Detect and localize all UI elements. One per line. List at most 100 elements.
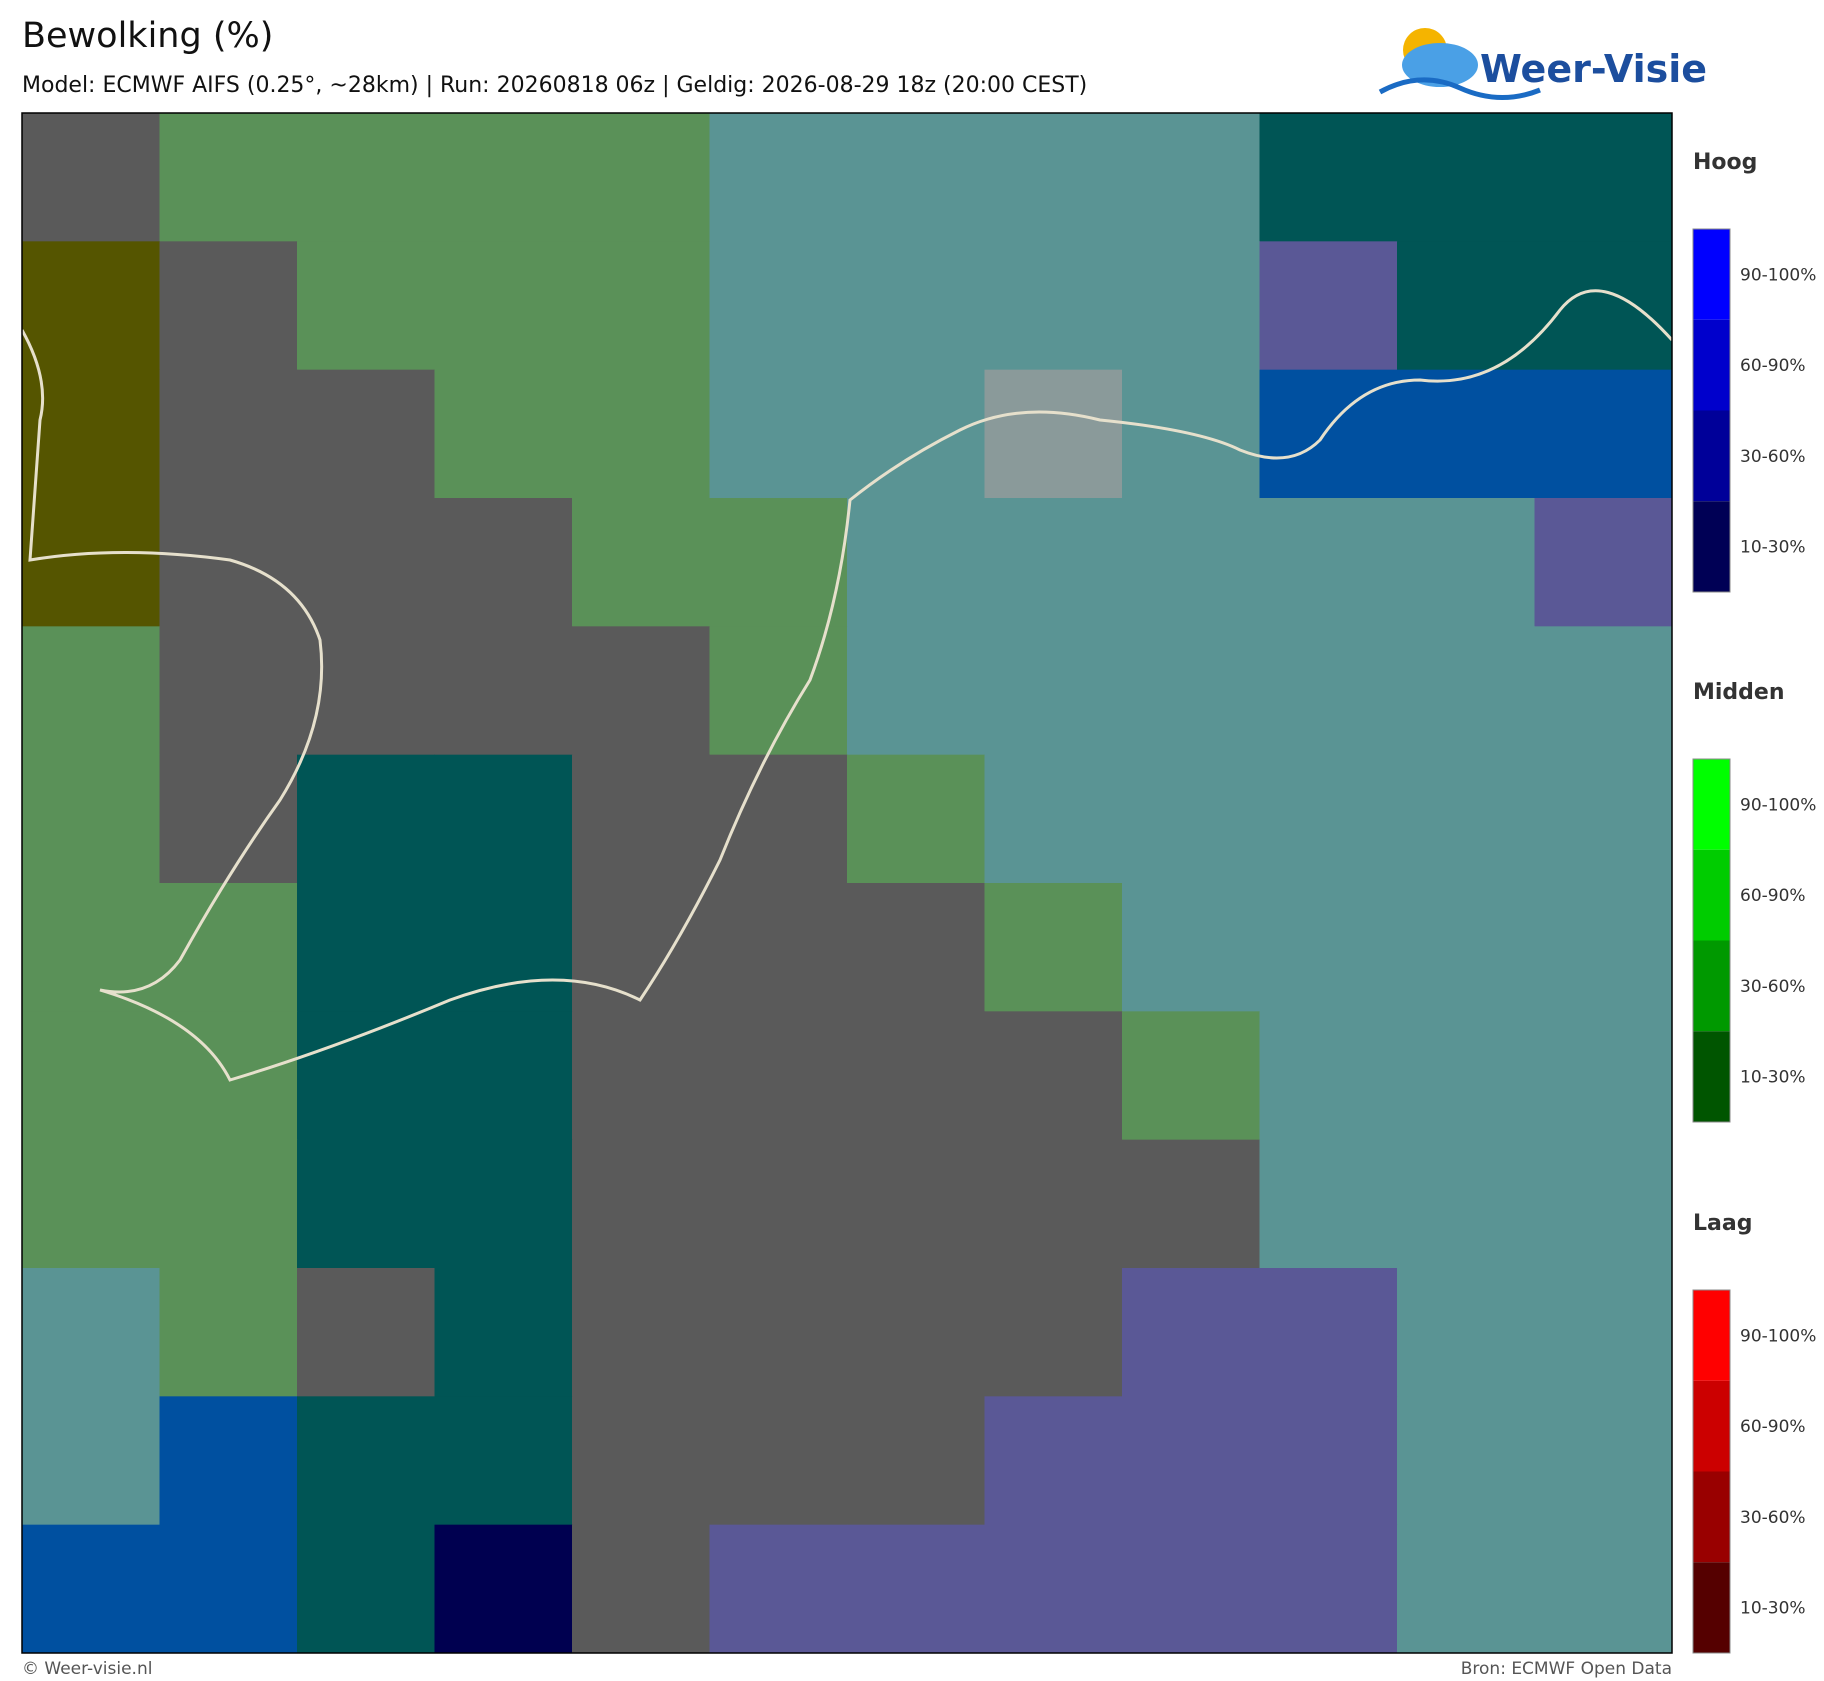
cloud-cell xyxy=(297,241,435,371)
cloud-cell xyxy=(159,754,298,884)
cloud-cell xyxy=(1534,626,1673,756)
cloud-cell xyxy=(572,883,710,1012)
logo-text: Weer-Visie xyxy=(1480,47,1707,91)
cloud-cell xyxy=(1259,1524,1398,1654)
cloud-cell xyxy=(984,626,1123,756)
cloud-cell xyxy=(984,1524,1123,1654)
cloud-cell xyxy=(297,1524,435,1654)
cloud-cell xyxy=(434,241,573,371)
cloud-cell xyxy=(159,369,298,499)
cloud-cell xyxy=(159,498,298,627)
cloud-cell xyxy=(297,1268,435,1397)
legend-swatch xyxy=(1693,229,1730,320)
cloud-cell xyxy=(22,1524,160,1654)
cloud-cell xyxy=(1397,1011,1535,1141)
cloud-cell xyxy=(1122,1139,1260,1269)
cloud-cell xyxy=(1122,1268,1260,1397)
cloud-cell xyxy=(159,1268,298,1397)
legend-title: Laag xyxy=(1693,1211,1752,1236)
cloud-cell xyxy=(847,369,985,499)
cloud-cell xyxy=(572,1396,710,1526)
cloud-cell xyxy=(159,626,298,756)
cloud-cell xyxy=(1122,1011,1260,1141)
cloud-cell xyxy=(572,113,710,242)
cloud-cell xyxy=(984,1396,1123,1526)
cloud-cell xyxy=(434,1011,573,1141)
cloud-cell xyxy=(1534,1396,1673,1526)
cloud-cell xyxy=(434,498,573,627)
cloud-cell xyxy=(434,1396,573,1526)
legends: Hoog 90-100% 60-90% 30-60% 10-30% Midden 90-10… xyxy=(1692,150,1816,1654)
cloud-cell xyxy=(1534,498,1673,627)
cloud-cell xyxy=(22,1011,160,1141)
legend-swatch xyxy=(1693,1380,1730,1472)
cloud-cell xyxy=(22,241,160,371)
legend-swatch xyxy=(1693,1031,1730,1122)
logo: Weer-Visie xyxy=(1378,28,1707,100)
legend-label: 60-90% xyxy=(1740,1417,1806,1437)
cloud-cell xyxy=(434,369,573,499)
cloud-cell xyxy=(1397,498,1535,627)
cloud-cell xyxy=(709,1396,848,1526)
logo-wave xyxy=(1378,77,1541,100)
legend-label: 60-90% xyxy=(1740,886,1806,906)
cloud-cell xyxy=(709,1268,848,1397)
legend-frame xyxy=(1692,758,1731,1123)
legend-swatch xyxy=(1693,759,1730,850)
cloud-cell xyxy=(1397,626,1535,756)
legend-label: 10-30% xyxy=(1740,538,1806,558)
cloud-cell xyxy=(22,626,160,756)
cloud-cell xyxy=(22,369,160,499)
cloud-cell xyxy=(22,754,160,884)
cloud-cell xyxy=(1259,241,1398,371)
cloud-cell xyxy=(297,498,435,627)
cloud-cell xyxy=(434,1524,573,1654)
cloud-cell xyxy=(159,1396,298,1526)
cloud-cell xyxy=(297,113,435,242)
cloud-cell xyxy=(434,113,573,242)
cloud-grid xyxy=(22,113,1673,1654)
cloud-cell xyxy=(297,1396,435,1526)
cloud-cell xyxy=(984,1011,1123,1141)
legend-swatch xyxy=(1693,849,1730,941)
cloud-cell xyxy=(984,1268,1123,1397)
cloud-cell xyxy=(572,1268,710,1397)
cloud-cell xyxy=(434,1268,573,1397)
legend-label: 10-30% xyxy=(1740,1068,1806,1088)
legend-label: 90-100% xyxy=(1740,265,1816,285)
cloud-cell xyxy=(709,369,848,499)
cloud-cell xyxy=(984,241,1123,371)
legend-swatch xyxy=(1693,319,1730,411)
cloud-cell xyxy=(1397,754,1535,884)
legend-label: 30-60% xyxy=(1740,447,1806,467)
cloud-cell xyxy=(1534,241,1673,371)
cloud-cell xyxy=(1259,1011,1398,1141)
legend-frame xyxy=(1692,1289,1731,1654)
cloud-cell xyxy=(984,883,1123,1012)
coastline xyxy=(20,289,1674,1082)
cloud-cell xyxy=(1397,1396,1535,1526)
cloud-cell xyxy=(434,1139,573,1269)
cloud-cell xyxy=(709,498,848,627)
cloud-cell xyxy=(159,1524,298,1654)
cloud-cell xyxy=(1259,113,1398,242)
cloud-cell xyxy=(709,241,848,371)
cloud-cell xyxy=(1397,1268,1535,1397)
cloud-cell xyxy=(1122,754,1260,884)
cloud-cell xyxy=(1534,113,1673,242)
legend-label: 90-100% xyxy=(1740,1326,1816,1346)
cloud-cell xyxy=(984,369,1123,499)
cloud-cell xyxy=(847,1139,985,1269)
cloud-cell xyxy=(22,498,160,627)
cloud-cell xyxy=(22,113,160,242)
cloud-cell xyxy=(1122,113,1260,242)
cloud-cell xyxy=(572,754,710,884)
cloud-cell xyxy=(847,1011,985,1141)
cloud-cell xyxy=(297,883,435,1012)
cloud-cell xyxy=(297,1139,435,1269)
cloud-cell xyxy=(709,883,848,1012)
logo-cloud xyxy=(1402,43,1478,87)
cloud-cell xyxy=(159,883,298,1012)
legend-label: 10-30% xyxy=(1740,1599,1806,1619)
